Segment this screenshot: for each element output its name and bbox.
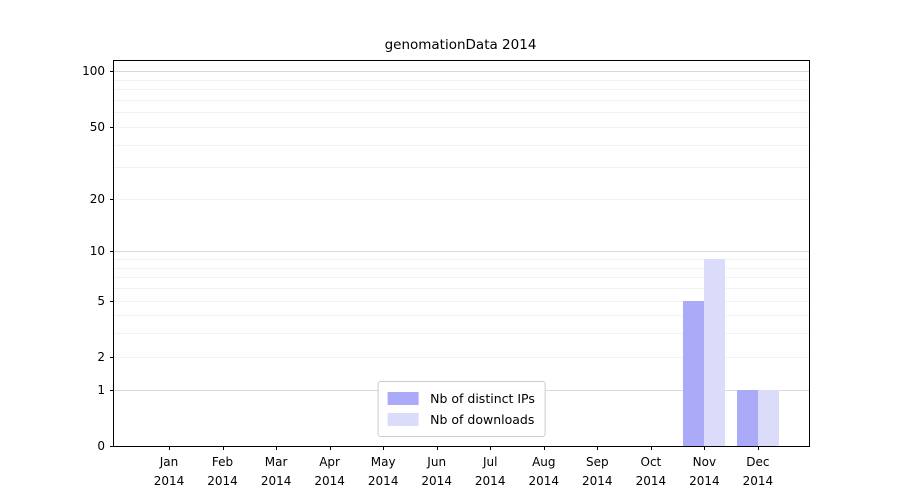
y-axis-tick-label: 1: [97, 382, 105, 397]
y-axis-tick: [110, 356, 114, 358]
y-axis-tick-label: 100: [82, 64, 105, 79]
y-axis-tick: [110, 446, 114, 447]
y-axis-tick: [110, 389, 114, 391]
gridline-minor: [114, 144, 809, 146]
gridline-minor: [114, 79, 809, 81]
x-axis-tick-label: Jun 2014: [421, 455, 452, 488]
gridline-minor: [114, 126, 809, 128]
x-axis-tick: [222, 446, 224, 450]
gridline-minor: [114, 198, 809, 200]
y-axis-tick: [110, 198, 114, 200]
bar-nb-of-downloads: [704, 259, 726, 446]
gridline-minor: [114, 267, 809, 269]
x-axis-tick-label: Aug 2014: [528, 455, 560, 488]
x-axis-tick: [436, 446, 438, 450]
y-axis-tick-label: 5: [97, 293, 105, 308]
x-axis-tick-label: Sep 2014: [582, 455, 613, 488]
x-axis-tick: [276, 446, 278, 450]
legend-label-distinct-ips: Nb of distinct IPs: [430, 391, 535, 406]
x-axis-tick-label: Nov 2014: [689, 455, 720, 488]
gridline-minor: [114, 277, 809, 279]
gridline-minor: [114, 315, 809, 317]
gridline-major: [114, 71, 809, 73]
x-axis-tick: [329, 446, 331, 450]
x-axis-tick: [543, 446, 545, 450]
y-axis-tick: [110, 251, 114, 253]
gridline-minor: [114, 356, 809, 358]
x-axis-tick: [597, 446, 599, 450]
gridline-major: [114, 251, 809, 253]
gridline-minor: [114, 99, 809, 101]
bar-nb-of-distinct-ips: [736, 389, 758, 446]
y-axis-tick-label: 50: [89, 119, 105, 134]
x-axis-tick-label: Jul 2014: [474, 455, 506, 488]
x-axis-tick-label: Mar 2014: [260, 455, 292, 488]
x-axis-tick: [650, 446, 652, 450]
x-axis-tick: [757, 446, 759, 450]
y-axis-tick: [110, 126, 114, 128]
legend-item-downloads: Nb of downloads: [387, 409, 535, 430]
bar-nb-of-downloads: [757, 389, 779, 446]
x-axis-tick: [169, 446, 170, 450]
gridline-minor: [114, 259, 809, 260]
gridline-minor: [114, 89, 809, 91]
chart-title: genomationData 2014: [384, 37, 537, 53]
legend: Nb of distinct IPs Nb of downloads: [377, 381, 546, 437]
x-axis-tick-label: May 2014: [367, 455, 399, 488]
plot-area: Nb of distinct IPs Nb of downloads 0 1 2 5 1…: [82, 60, 810, 488]
y-axis-tick: [110, 300, 114, 302]
gridline-minor: [114, 167, 809, 169]
gridline-minor: [114, 288, 809, 289]
x-axis-tick: [490, 446, 492, 450]
x-axis-tick-label: Feb 2014: [207, 455, 238, 488]
x-axis-tick: [704, 446, 706, 450]
legend-label-downloads: Nb of downloads: [430, 412, 535, 427]
y-axis-tick-label: 10: [89, 244, 105, 259]
x-axis-tick-label: Jan 2014: [153, 455, 185, 488]
legend-swatch-downloads: [387, 413, 419, 426]
y-axis-tick-label: 0: [97, 439, 105, 453]
y-axis-tick-label: 2: [97, 349, 105, 364]
x-axis-tick-label: Dec 2014: [742, 455, 774, 488]
gridline-minor: [114, 333, 809, 335]
x-axis-tick: [383, 446, 385, 450]
legend-item-distinct-ips: Nb of distinct IPs: [387, 388, 535, 409]
bar-nb-of-distinct-ips: [683, 300, 705, 446]
gridline-minor: [114, 112, 809, 114]
y-axis-tick: [110, 71, 114, 73]
y-axis-tick-label: 20: [89, 191, 105, 206]
gridline-minor: [114, 300, 809, 302]
x-axis-tick-label: Apr 2014: [314, 455, 345, 488]
legend-swatch-distinct-ips: [387, 392, 419, 405]
x-axis-tick-label: Oct 2014: [635, 455, 667, 488]
